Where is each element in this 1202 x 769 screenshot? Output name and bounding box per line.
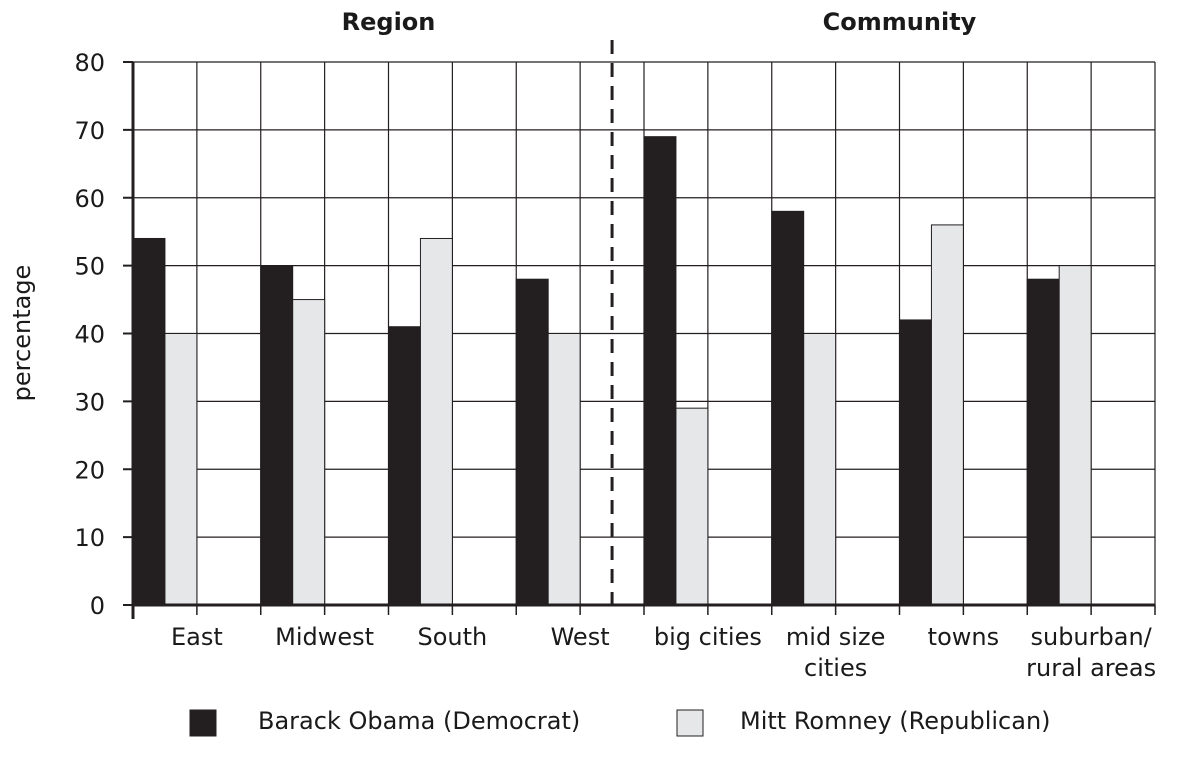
y-tick-label: 80 bbox=[74, 49, 105, 77]
x-category-label: suburban/rural areas bbox=[1026, 623, 1156, 682]
x-category-label: Midwest bbox=[275, 623, 374, 651]
bar-romney bbox=[1058, 265, 1092, 606]
x-category-label: East bbox=[171, 623, 223, 651]
x-category-label: South bbox=[418, 623, 488, 651]
bar-romney bbox=[419, 237, 453, 606]
labels: 0 10 20 30 40 50 60 70 80 East Midwest South West big… bbox=[74, 8, 1156, 682]
x-category-label: mid size cities bbox=[786, 623, 885, 682]
y-tick-label: 10 bbox=[74, 524, 105, 552]
bars bbox=[132, 136, 1092, 606]
y-tick-label: 20 bbox=[74, 456, 105, 484]
y-tick-label: 30 bbox=[74, 388, 105, 416]
bar-romney bbox=[803, 333, 837, 606]
x-category-label: towns bbox=[928, 623, 999, 651]
y-tick-label: 40 bbox=[74, 321, 105, 349]
y-tick-label: 0 bbox=[90, 592, 105, 620]
bar-romney bbox=[930, 224, 964, 606]
y-tick-label: 60 bbox=[74, 185, 105, 213]
legend: Barack Obama (Democrat) Mitt Romney (Repu… bbox=[189, 707, 1051, 737]
bar-romney bbox=[164, 333, 198, 606]
bar-obama bbox=[771, 210, 805, 606]
bar-obama bbox=[132, 237, 166, 606]
x-category-label: West bbox=[551, 623, 610, 651]
legend-swatch bbox=[189, 709, 217, 737]
bar-obama bbox=[643, 136, 677, 606]
y-axis-title: percentage bbox=[8, 265, 36, 402]
bar-obama bbox=[388, 326, 421, 606]
bar-obama bbox=[1026, 278, 1060, 606]
bar-romney bbox=[292, 299, 326, 606]
legend-label: Barack Obama (Democrat) bbox=[258, 707, 580, 735]
y-tick-label: 70 bbox=[74, 117, 105, 145]
x-category-label: big cities bbox=[654, 623, 762, 651]
legend-swatch bbox=[676, 709, 704, 737]
bar-obama bbox=[515, 278, 549, 606]
bar-obama bbox=[260, 265, 294, 606]
legend-label: Mitt Romney (Republican) bbox=[740, 707, 1051, 735]
axes bbox=[123, 40, 1156, 619]
y-tick-label: 50 bbox=[74, 253, 105, 281]
bar-romney bbox=[675, 407, 709, 606]
bar-obama bbox=[899, 319, 932, 606]
bar-romney bbox=[547, 333, 581, 606]
group-title: Region bbox=[342, 8, 436, 36]
group-title: Community bbox=[823, 8, 977, 36]
